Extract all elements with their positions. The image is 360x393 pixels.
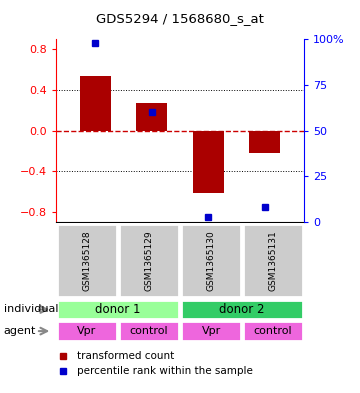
Bar: [57, 300, 179, 319]
Bar: [181, 300, 303, 319]
Text: control: control: [254, 326, 292, 336]
Bar: [243, 321, 303, 341]
Text: control: control: [130, 326, 168, 336]
Text: donor 2: donor 2: [219, 303, 265, 316]
Bar: [249, 130, 280, 153]
Text: GSM1365128: GSM1365128: [82, 230, 91, 291]
Text: transformed count: transformed count: [77, 351, 175, 361]
Bar: [119, 321, 179, 341]
Bar: [57, 321, 117, 341]
Bar: [193, 130, 224, 193]
Text: Vpr: Vpr: [77, 326, 96, 336]
Text: Vpr: Vpr: [202, 326, 221, 336]
Text: percentile rank within the sample: percentile rank within the sample: [77, 366, 253, 376]
Text: individual: individual: [4, 305, 58, 314]
Bar: [181, 321, 241, 341]
Bar: [181, 224, 241, 297]
Text: GSM1365131: GSM1365131: [269, 230, 278, 291]
Bar: [80, 76, 111, 130]
Bar: [136, 103, 167, 130]
Text: GSM1365129: GSM1365129: [144, 230, 153, 291]
Text: GDS5294 / 1568680_s_at: GDS5294 / 1568680_s_at: [96, 12, 264, 25]
Text: donor 1: donor 1: [95, 303, 141, 316]
Text: agent: agent: [4, 326, 36, 336]
Bar: [57, 224, 117, 297]
Text: GSM1365130: GSM1365130: [207, 230, 216, 291]
Bar: [243, 224, 303, 297]
Bar: [119, 224, 179, 297]
